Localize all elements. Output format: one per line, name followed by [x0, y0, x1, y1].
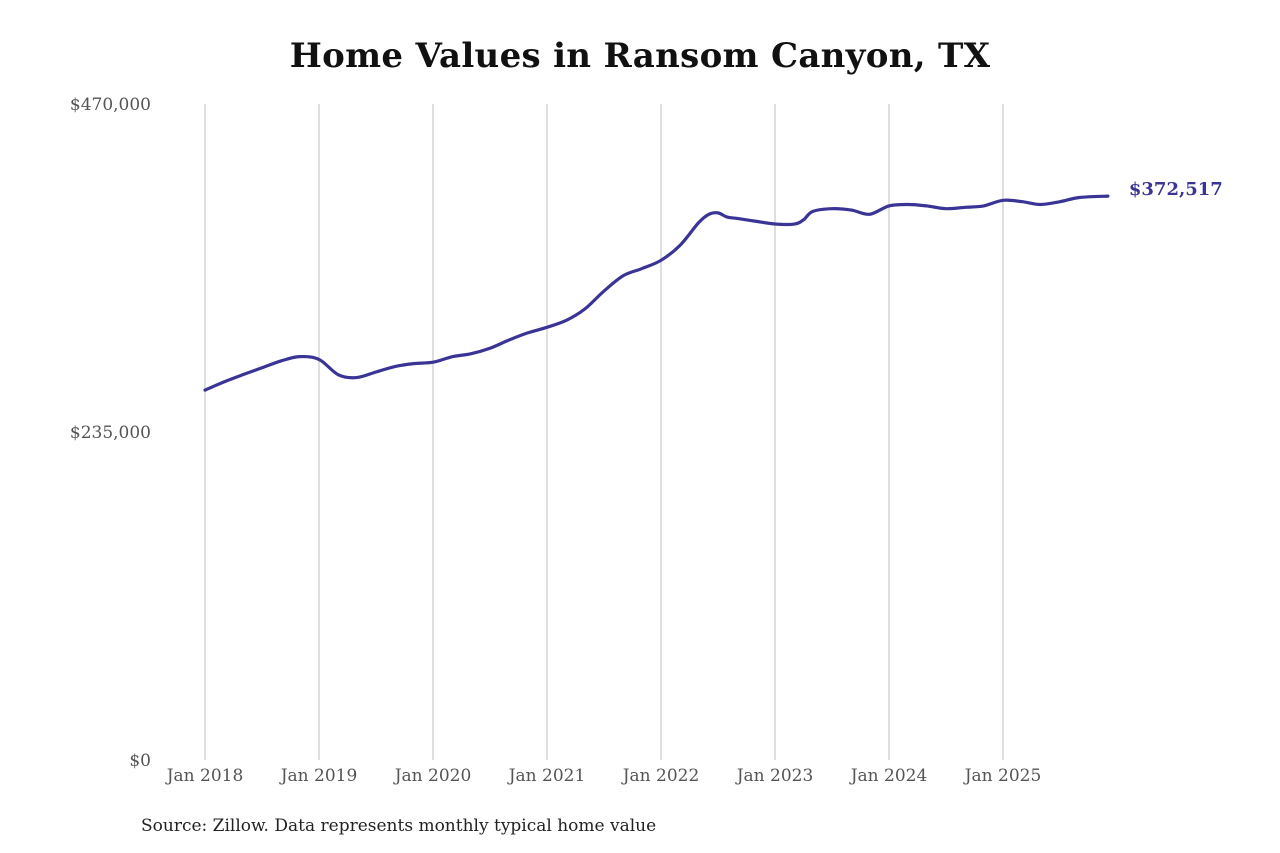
- x-tick-label: Jan 2024: [849, 766, 928, 786]
- end-value-label: $372,517: [1129, 179, 1223, 200]
- end-label-layer: $372,517: [1129, 179, 1223, 200]
- chart-title: Home Values in Ransom Canyon, TX: [289, 36, 991, 76]
- y-tick-label: $0: [129, 751, 151, 771]
- series-layer: [203, 194, 1110, 392]
- x-tick-label: Jan 2019: [279, 766, 358, 786]
- x-tick-label: Jan 2020: [393, 766, 472, 786]
- y-tick-label: $470,000: [70, 95, 151, 115]
- x-tick-label: Jan 2025: [963, 766, 1042, 786]
- x-axis-ticks: Jan 2018 Jan 2019 Jan 2020 Jan 2021 Jan 2022…: [165, 766, 1042, 786]
- grid-lines: [204, 104, 1004, 760]
- x-tick-label: Jan 2021: [507, 766, 586, 786]
- y-tick-label: $235,000: [70, 423, 151, 443]
- x-tick-label: Jan 2018: [165, 766, 244, 786]
- source-note: Source: Zillow. Data represents monthly …: [141, 816, 657, 836]
- x-tick-label: Jan 2023: [735, 766, 814, 786]
- x-tick-label: Jan 2022: [621, 766, 700, 786]
- series-line-0: [203, 194, 1110, 392]
- y-axis-ticks: $470,000 $235,000 $0: [70, 95, 151, 771]
